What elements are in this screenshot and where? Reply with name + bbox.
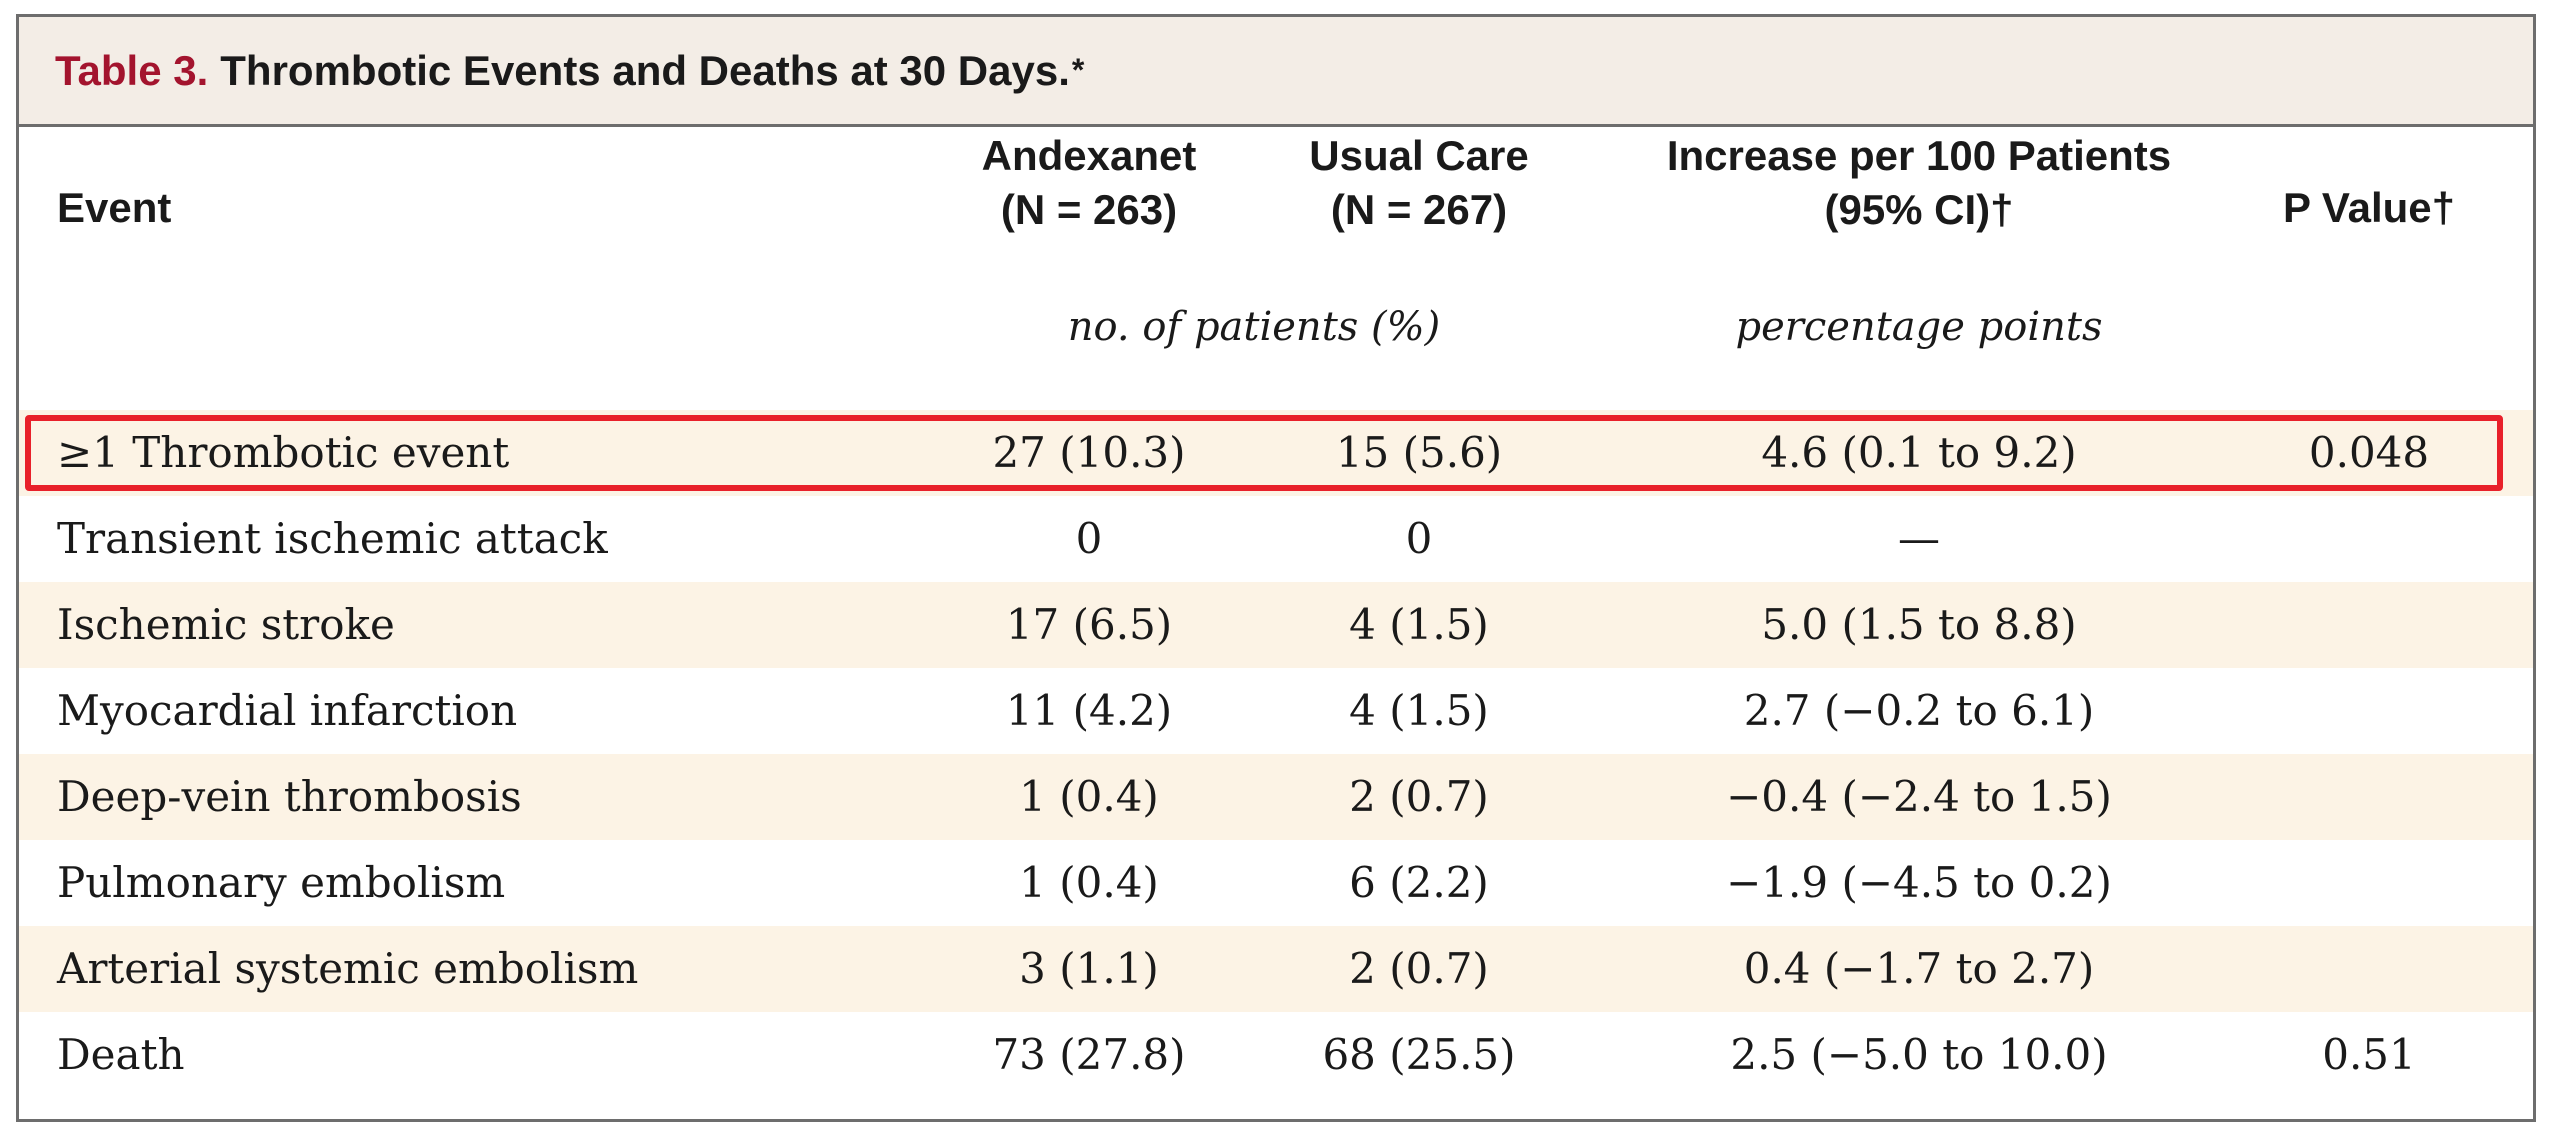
cell-usual-care: 0 [1405, 514, 1433, 563]
cell-event: ≥1 Thrombotic event [57, 428, 510, 477]
cell-increase: −1.9 (−4.5 to 0.2) [1726, 858, 2112, 907]
table-title: Thrombotic Events and Deaths at 30 Days. [220, 46, 1070, 94]
table-frame: Table 3. Thrombotic Events and Deaths at… [16, 14, 2536, 1122]
cell-event: Death [57, 1030, 185, 1079]
header-usual-n: (N = 267) [1330, 186, 1508, 233]
cell-p-value: 0.048 [2308, 428, 2430, 477]
header-andexanet-name: Andexanet [981, 132, 1197, 179]
table-row: Arterial systemic embolism 3 (1.1) 2 (0.… [19, 926, 2533, 1012]
cell-usual-care: 4 (1.5) [1349, 686, 1489, 735]
cell-usual-care: 68 (25.5) [1322, 1030, 1516, 1079]
header-pvalue: P Value† [2282, 184, 2456, 231]
cell-increase: 2.5 (−5.0 to 10.0) [1730, 1030, 2108, 1079]
header-increase-ci: (95% CI)† [1824, 186, 2014, 233]
cell-andexanet: 0 [1075, 514, 1103, 563]
table-row: Deep-vein thrombosis 1 (0.4) 2 (0.7) −0.… [19, 754, 2533, 840]
cell-p-value [2219, 926, 2519, 1012]
cell-increase: — [1898, 514, 1940, 563]
cell-increase: 5.0 (1.5 to 8.8) [1761, 600, 2077, 649]
table-title-bar: Table 3. Thrombotic Events and Deaths at… [19, 17, 2533, 127]
header-increase-title: Increase per 100 Patients [1666, 132, 2172, 179]
cell-andexanet: 27 (10.3) [992, 428, 1186, 477]
table-row: Transient ischemic attack 0 0 — [19, 496, 2533, 582]
cell-usual-care: 2 (0.7) [1349, 944, 1489, 993]
cell-increase: 0.4 (−1.7 to 2.7) [1743, 944, 2095, 993]
cell-event: Transient ischemic attack [57, 514, 608, 563]
title-footnote-mark: * [1071, 52, 1085, 88]
cell-andexanet: 17 (6.5) [1005, 600, 1173, 649]
cell-andexanet: 73 (27.8) [992, 1030, 1186, 1079]
cell-p-value [2219, 496, 2519, 582]
table-row: Pulmonary embolism 1 (0.4) 6 (2.2) −1.9 … [19, 840, 2533, 926]
cell-event: Ischemic stroke [57, 600, 395, 649]
cell-increase: 2.7 (−0.2 to 6.1) [1743, 686, 2095, 735]
table-row: Death 73 (27.8) 68 (25.5) 2.5 (−5.0 to 1… [19, 1012, 2533, 1098]
cell-increase: 4.6 (0.1 to 9.2) [1761, 428, 2077, 477]
cell-andexanet: 1 (0.4) [1019, 858, 1159, 907]
cell-usual-care: 6 (2.2) [1349, 858, 1489, 907]
table-label: Table 3. [55, 46, 209, 94]
cell-andexanet: 11 (4.2) [1005, 686, 1173, 735]
cell-p-value: 0.51 [2322, 1030, 2416, 1079]
cell-event: Pulmonary embolism [57, 858, 506, 907]
unit-points: percentage points [1735, 304, 2103, 350]
cell-usual-care: 15 (5.6) [1335, 428, 1503, 477]
unit-patients: no. of patients (%) [1067, 304, 1441, 350]
table-row: Myocardial infarction 11 (4.2) 4 (1.5) 2… [19, 668, 2533, 754]
header-event: Event [57, 184, 172, 231]
cell-p-value [2219, 840, 2519, 926]
header-andexanet-n: (N = 263) [1000, 186, 1178, 233]
cell-andexanet: 1 (0.4) [1019, 772, 1159, 821]
cell-p-value [2219, 582, 2519, 668]
table-header: Event Andexanet (N = 263) Usual Care (N … [19, 130, 2533, 410]
cell-event: Deep-vein thrombosis [57, 772, 522, 821]
cell-p-value [2219, 668, 2519, 754]
cell-usual-care: 4 (1.5) [1349, 600, 1489, 649]
cell-andexanet: 3 (1.1) [1019, 944, 1159, 993]
header-usual-name: Usual Care [1309, 132, 1529, 179]
table-row: ≥1 Thrombotic event 27 (10.3) 15 (5.6) 4… [19, 410, 2533, 496]
cell-usual-care: 2 (0.7) [1349, 772, 1489, 821]
cell-event: Myocardial infarction [57, 686, 518, 735]
cell-p-value [2219, 754, 2519, 840]
cell-event: Arterial systemic embolism [57, 944, 639, 993]
table-row: Ischemic stroke 17 (6.5) 4 (1.5) 5.0 (1.… [19, 582, 2533, 668]
cell-increase: −0.4 (−2.4 to 1.5) [1726, 772, 2112, 821]
